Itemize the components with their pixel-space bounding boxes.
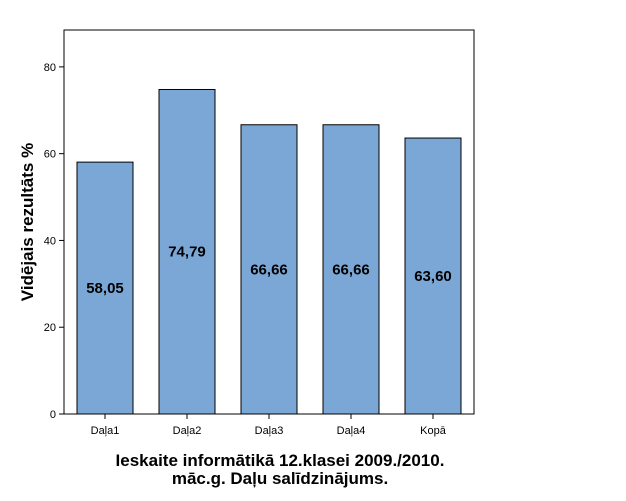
y-tick-label: 40	[44, 235, 56, 247]
bar	[240, 124, 298, 415]
bar-data-label: 66,66	[332, 261, 370, 278]
bar-data-label: 63,60	[414, 268, 452, 285]
bar-data-label: 66,66	[250, 261, 288, 278]
bar-data-label: 58,05	[86, 280, 124, 297]
y-tick-label: 80	[44, 62, 56, 74]
x-axis-title-line-1: Ieskaite informātikā 12.klasei 2009./201…	[115, 451, 445, 470]
y-tick-label: 0	[50, 409, 56, 421]
x-tick-label: Daļa3	[255, 425, 284, 437]
bar-data-label: 74,79	[168, 244, 206, 261]
bars: 58,05 74,79 66,66 66,66 63,60	[76, 88, 462, 415]
y-axis: 0 20 40 60 80	[44, 62, 64, 421]
bar	[158, 88, 216, 415]
y-tick-label: 60	[44, 149, 56, 161]
x-tick-label: Daļa1	[91, 425, 120, 437]
x-tick-label: Kopā	[420, 425, 447, 437]
x-axis-title-line-2: māc.g. Daļu salīdzinājums.	[171, 469, 389, 488]
bar	[322, 124, 380, 415]
y-tick-label: 20	[44, 322, 56, 334]
bar	[404, 137, 462, 415]
x-axis: Daļa1 Daļa2 Daļa3 Daļa4 Kopā	[91, 414, 447, 437]
x-tick-label: Daļa4	[337, 425, 366, 437]
y-axis-title: Vidējais rezultāts %	[18, 143, 37, 301]
x-tick-label: Daļa2	[173, 425, 202, 437]
